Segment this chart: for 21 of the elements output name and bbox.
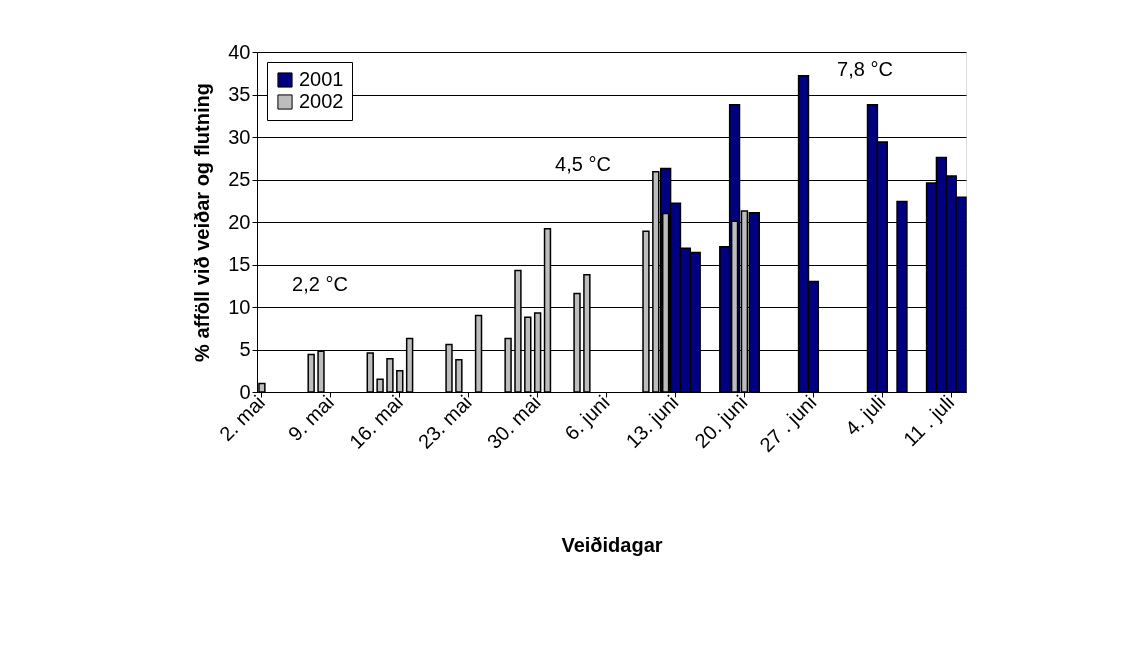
y-tick-label: 20 [228, 210, 251, 233]
x-axis-title: Veiðidagar [561, 534, 663, 557]
legend-label: 2001 [299, 68, 344, 90]
x-tick-label: 9. mai [283, 391, 338, 446]
y-tick-label: 15 [228, 253, 251, 275]
x-tick-label: 23. mai [413, 391, 476, 453]
y-tick-label: 30 [228, 125, 251, 148]
x-tick-label: 16. mai [344, 391, 407, 453]
annotation: 2,2 °C [292, 273, 348, 295]
legend-label: 2002 [299, 90, 344, 112]
y-tick-label: 5 [239, 338, 251, 360]
y-tick-label: 35 [228, 83, 251, 105]
y-tick-label: 10 [228, 295, 251, 318]
x-tick-label: 30. mai [482, 391, 545, 453]
x-tick-label: 11 . juli [898, 391, 959, 451]
annotation: 4,5 °C [555, 153, 611, 175]
y-tick-label: 40 [228, 40, 251, 63]
annotation: 7,8 °C [837, 58, 893, 80]
y-tick-label: 25 [228, 168, 251, 190]
y-axis-title: % afföll við veiðar og flutning [191, 83, 214, 362]
x-tick-label: 4. juli [840, 391, 890, 440]
